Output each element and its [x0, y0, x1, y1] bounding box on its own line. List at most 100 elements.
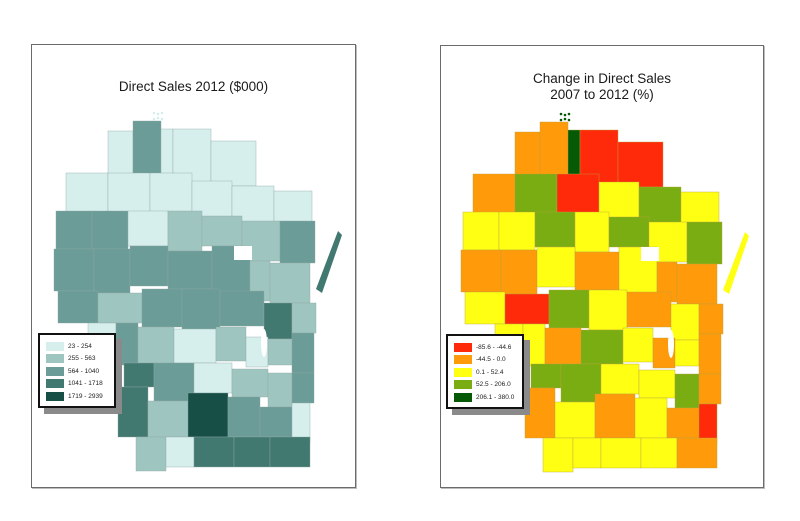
county [498, 211, 536, 251]
county [267, 338, 293, 366]
legend-label: 206.1 - 380.0 [476, 393, 515, 401]
county [534, 211, 576, 248]
county [638, 369, 676, 399]
county [634, 397, 668, 439]
county [462, 211, 500, 251]
legend-swatch [454, 380, 472, 389]
map-title-line-2: 2007 to 2012 (%) [550, 87, 654, 102]
county [666, 407, 700, 439]
county [53, 248, 95, 292]
county [91, 210, 129, 250]
county [556, 173, 600, 220]
legend-swatch [46, 391, 64, 401]
county [147, 400, 189, 438]
county [165, 436, 195, 468]
legend-swatch [454, 355, 472, 364]
county [291, 372, 315, 404]
legend-change-direct-sales: -85.6 - -44.6 -44.5 - 0.0 0.1 - 52.4 52.… [446, 334, 524, 409]
county [201, 215, 243, 247]
county [674, 339, 700, 367]
legend-label: -44.5 - 0.0 [476, 356, 506, 363]
county [181, 288, 221, 330]
map-title-direct-sales: Direct Sales 2012 ($000) [118, 79, 269, 94]
county [698, 303, 724, 335]
county-layer [53, 111, 342, 472]
legend-label: 52.5 - 206.0 [476, 381, 511, 388]
county [263, 302, 293, 340]
legend-item: -85.6 - -44.6 [454, 341, 516, 353]
lake-winnebago [261, 329, 267, 357]
county [219, 290, 265, 327]
county [640, 437, 678, 469]
county [279, 220, 316, 264]
map-panel-change-direct-sales: Change in Direct Sales 2007 to 2012 (%) … [440, 45, 764, 488]
county [167, 210, 203, 252]
legend-label: 0.1 - 52.4 [476, 368, 504, 376]
county [210, 140, 257, 187]
wisconsin-choropleth-direct-sales [53, 111, 342, 472]
legend-swatch [454, 392, 472, 402]
county [141, 288, 183, 328]
county [698, 333, 722, 375]
legend-swatch [46, 354, 64, 363]
county [127, 210, 169, 247]
county [530, 363, 562, 389]
county [674, 373, 700, 409]
county [135, 436, 167, 472]
legend-item: 564 - 1040 [46, 365, 108, 377]
county [233, 436, 271, 468]
county [269, 436, 311, 468]
county [554, 401, 596, 439]
county [574, 211, 610, 253]
county [215, 326, 247, 362]
county [608, 216, 650, 248]
county [514, 173, 558, 220]
county [167, 250, 213, 290]
island [559, 118, 563, 122]
county-layer [460, 112, 749, 473]
county [267, 372, 293, 408]
door-peninsula [723, 232, 749, 294]
county [193, 436, 235, 468]
county [670, 303, 700, 341]
island [567, 112, 571, 116]
county [65, 172, 109, 214]
county [698, 373, 722, 405]
county [572, 437, 602, 469]
county [273, 190, 313, 227]
county [97, 292, 143, 324]
county [522, 323, 546, 367]
legend-item: 0.1 - 52.4 [454, 366, 516, 378]
legend-item: 23 - 254 [46, 340, 108, 352]
county [600, 363, 640, 395]
county [193, 362, 233, 394]
county [594, 393, 636, 439]
county [539, 121, 569, 185]
county [622, 327, 654, 363]
county [560, 363, 602, 403]
legend-item: -44.5 - 0.0 [454, 354, 516, 366]
county [173, 328, 217, 364]
wisconsin-choropleth-change-direct-sales [460, 112, 749, 473]
county [574, 251, 620, 291]
legend-item: 255 - 563 [46, 353, 108, 365]
county [115, 322, 139, 366]
county [626, 291, 672, 328]
legend-swatch [454, 367, 472, 377]
county [676, 263, 718, 305]
county [291, 332, 315, 374]
island [152, 111, 156, 115]
legend-label: 564 - 1040 [68, 367, 100, 375]
county [227, 396, 261, 438]
county [460, 249, 502, 293]
county [588, 289, 628, 331]
county-no-data [234, 246, 252, 260]
legend-swatch [46, 366, 64, 376]
island [160, 117, 164, 121]
legend-item: 1719 - 2939 [46, 390, 108, 402]
county [617, 141, 664, 188]
county [291, 302, 317, 334]
island [559, 112, 563, 116]
county-no-data [641, 247, 659, 261]
county [55, 210, 93, 250]
